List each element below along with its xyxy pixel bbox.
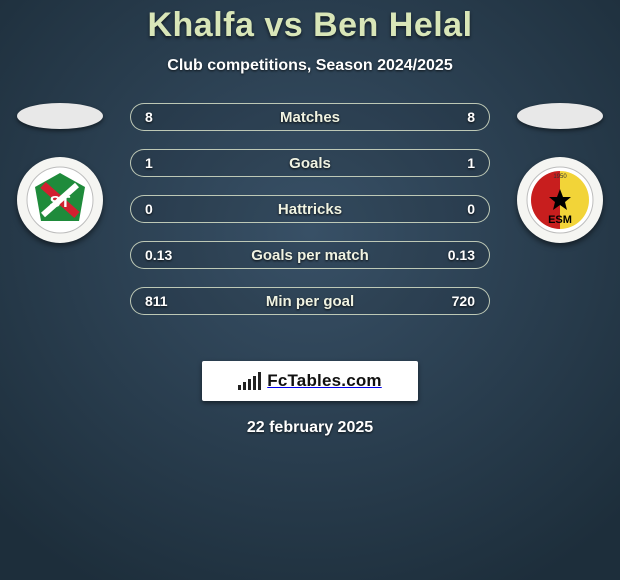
- flag-left-icon: [17, 103, 103, 129]
- brand-text: FcTables.com: [267, 371, 382, 391]
- bars-icon: [238, 372, 261, 390]
- player-right-column: 1950 ESM: [500, 103, 620, 243]
- svg-text:1950: 1950: [553, 174, 567, 180]
- stat-value-left: 811: [145, 293, 185, 309]
- stat-value-right: 720: [435, 293, 475, 309]
- stat-value-right: 0.13: [435, 247, 475, 263]
- stat-value-left: 0.13: [145, 247, 185, 263]
- page-subtitle: Club competitions, Season 2024/2025: [0, 57, 620, 75]
- bar-icon: [253, 376, 256, 390]
- stat-value-right: 8: [435, 109, 475, 125]
- bar-icon: [238, 385, 241, 390]
- comparison-panel: ST 1950 ESM 8 Matches 8 1 Goals 1: [0, 103, 620, 333]
- stat-value-right: 1: [435, 155, 475, 171]
- stat-row: 1 Goals 1: [130, 149, 490, 177]
- svg-text:ESM: ESM: [548, 214, 572, 226]
- bar-icon: [243, 382, 246, 390]
- bar-icon: [248, 379, 251, 390]
- stats-list: 8 Matches 8 1 Goals 1 0 Hattricks 0 0.13…: [130, 103, 490, 315]
- flag-right-icon: [517, 103, 603, 129]
- player-left-column: ST: [0, 103, 120, 243]
- page-title: Khalfa vs Ben Helal: [0, 0, 620, 45]
- club-badge-left-icon: ST: [17, 157, 103, 243]
- bar-icon: [258, 372, 261, 390]
- brand-link[interactable]: FcTables.com: [202, 361, 418, 401]
- club-badge-right-icon: 1950 ESM: [517, 157, 603, 243]
- stat-row: 0.13 Goals per match 0.13: [130, 241, 490, 269]
- stat-value-left: 8: [145, 109, 185, 125]
- stat-value-left: 1: [145, 155, 185, 171]
- footer-date: 22 february 2025: [0, 419, 620, 437]
- svg-text:ST: ST: [50, 194, 71, 211]
- stat-value-right: 0: [435, 201, 475, 217]
- stat-value-left: 0: [145, 201, 185, 217]
- stat-row: 0 Hattricks 0: [130, 195, 490, 223]
- stat-row: 811 Min per goal 720: [130, 287, 490, 315]
- stat-row: 8 Matches 8: [130, 103, 490, 131]
